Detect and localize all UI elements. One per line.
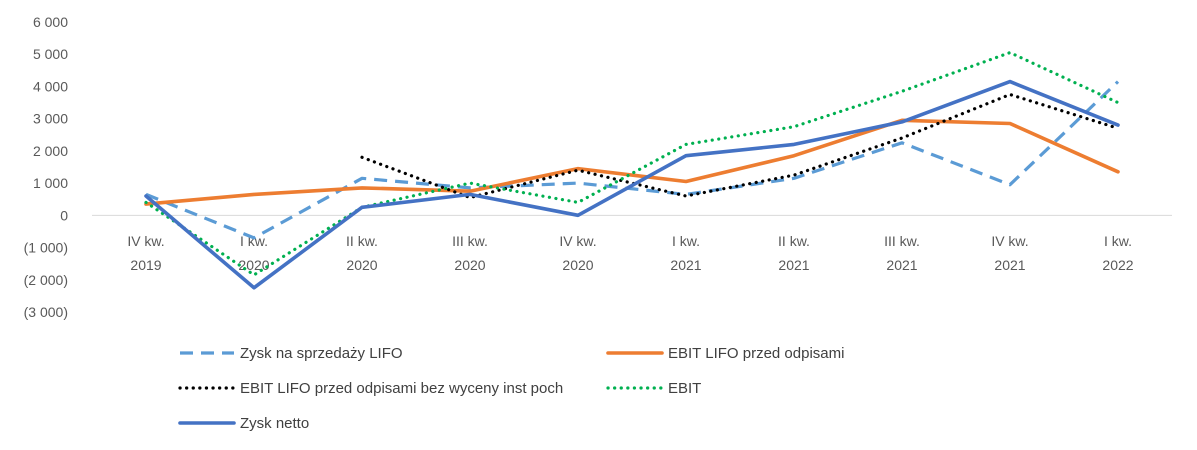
- legend-item: Zysk na sprzedaży LIFO: [180, 345, 403, 362]
- x-tick-label: III kw. 2021: [884, 233, 920, 273]
- y-tick-label: 3 000: [33, 111, 68, 127]
- series-line: [144, 79, 1120, 290]
- series-line: [144, 118, 1120, 206]
- axes: 6 000 5 000 4 000 3 000 2 000 1 000 0 (1 000) (2…: [24, 14, 1172, 320]
- legend-item: EBIT LIFO przed odpisami: [606, 345, 844, 362]
- x-tick-label: II kw. 2020: [346, 233, 378, 273]
- y-tick-label: 5 000: [33, 46, 68, 62]
- legend-label: EBIT LIFO przed odpisami bez wyceny inst…: [240, 380, 563, 397]
- y-tick-label: 0: [60, 207, 68, 223]
- y-tick-label: 2 000: [33, 143, 68, 159]
- legend-item: EBIT: [606, 380, 701, 397]
- y-tick-label: 4 000: [33, 78, 68, 94]
- x-tick-label: I kw. 2021: [670, 233, 701, 273]
- legend-item: Zysk netto: [178, 415, 309, 432]
- y-tick-label: (2 000): [24, 272, 68, 288]
- x-tick-label: IV kw. 2020: [559, 233, 596, 273]
- x-tick-label: II kw. 2021: [778, 233, 810, 273]
- x-tick-label: I kw. 2022: [1102, 233, 1133, 273]
- plot-area: [144, 50, 1120, 290]
- y-tick-label: 6 000: [33, 14, 68, 30]
- x-tick-label: III kw. 2020: [452, 233, 488, 273]
- legend-label: Zysk netto: [240, 415, 309, 432]
- series-line: [360, 92, 1120, 200]
- x-tick-label: IV kw. 2021: [991, 233, 1028, 273]
- legend-label: EBIT LIFO przed odpisami: [668, 345, 844, 362]
- legend-label: Zysk na sprzedaży LIFO: [240, 345, 403, 362]
- legend: Zysk na sprzedaży LIFO EBIT LIFO przed od…: [178, 345, 844, 432]
- series-line: [145, 80, 1120, 240]
- legend-label: EBIT: [668, 380, 701, 397]
- x-tick-label: IV kw. 2019: [127, 233, 164, 273]
- legend-item: EBIT LIFO przed odpisami bez wyceny inst…: [178, 380, 563, 397]
- y-tick-label: 1 000: [33, 175, 68, 191]
- y-tick-label: (3 000): [24, 304, 68, 320]
- series-line: [144, 50, 1120, 277]
- y-tick-label: (1 000): [24, 240, 68, 256]
